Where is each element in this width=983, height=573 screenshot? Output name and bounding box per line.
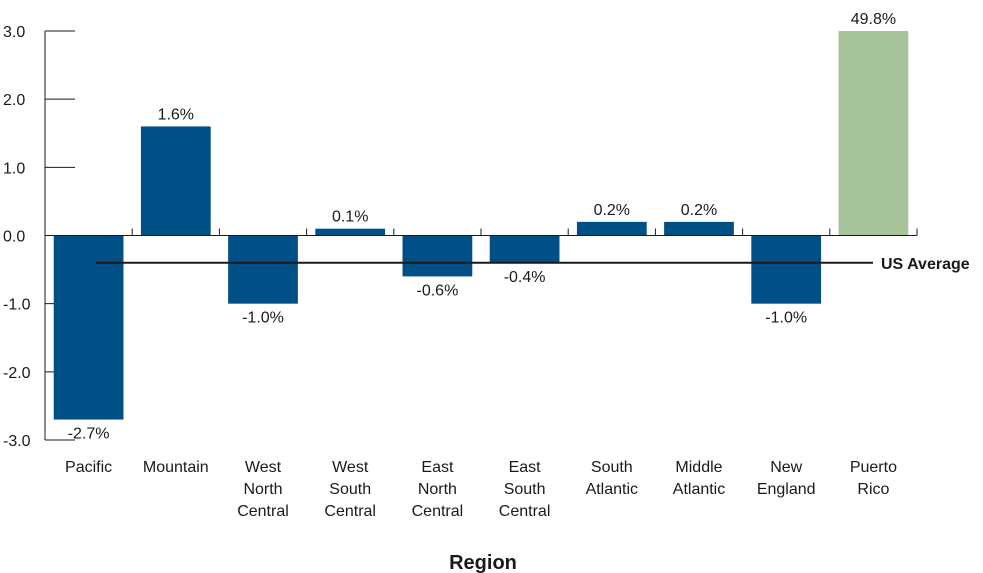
x-axis <box>44 228 918 236</box>
category-label: Middle Atlantic <box>673 459 725 498</box>
data-label: 0.2% <box>681 202 717 219</box>
y-tick-label: 1.0 <box>3 160 25 177</box>
bar <box>751 235 822 304</box>
bar <box>228 235 298 304</box>
bar <box>53 235 124 420</box>
y-tick-label: -2.0 <box>3 365 31 382</box>
category-labels: Pacific Mountain West North Central West South… <box>65 459 897 520</box>
data-labels: -2.7% 1.6% -1.0% 0.1% -0.6% -0.4% 0.2% 0.2% -1.0… <box>68 11 896 443</box>
y-tick-label: -3.0 <box>3 433 31 450</box>
data-label: 1.6% <box>158 106 194 123</box>
category-label: South Atlantic <box>586 459 638 498</box>
category-label: West North Central <box>237 459 289 520</box>
bar <box>315 228 386 236</box>
data-label: 49.8% <box>851 11 896 28</box>
data-label: -1.0% <box>242 310 284 327</box>
y-tick-label: -1.0 <box>3 297 31 314</box>
data-label: -2.7% <box>68 426 110 443</box>
y-tick-label: 2.0 <box>3 92 25 109</box>
y-tick-label: 3.0 <box>3 24 25 41</box>
bar <box>838 31 909 236</box>
category-label: Puerto Rico <box>850 459 897 498</box>
data-label: 0.2% <box>594 202 630 219</box>
data-label: 0.1% <box>332 209 368 226</box>
category-label: East North Central <box>412 459 464 520</box>
bar <box>489 235 560 263</box>
bar <box>140 126 211 236</box>
us-average-label: US Average <box>881 256 970 273</box>
us-average-reference: US Average <box>96 256 970 273</box>
category-label: Mountain <box>143 459 209 476</box>
y-tick-label: 0.0 <box>3 229 25 246</box>
data-label: -0.4% <box>504 269 546 286</box>
x-axis-title: Region <box>449 552 517 573</box>
category-label: Pacific <box>65 459 112 476</box>
bar <box>402 235 473 277</box>
data-label: -0.6% <box>417 282 459 299</box>
bar <box>664 221 734 236</box>
data-label: -1.0% <box>765 310 807 327</box>
category-label: New England <box>757 459 816 498</box>
bars <box>53 31 909 420</box>
bar <box>576 221 647 236</box>
category-label: West South Central <box>324 459 376 520</box>
category-label: East South Central <box>499 459 551 520</box>
